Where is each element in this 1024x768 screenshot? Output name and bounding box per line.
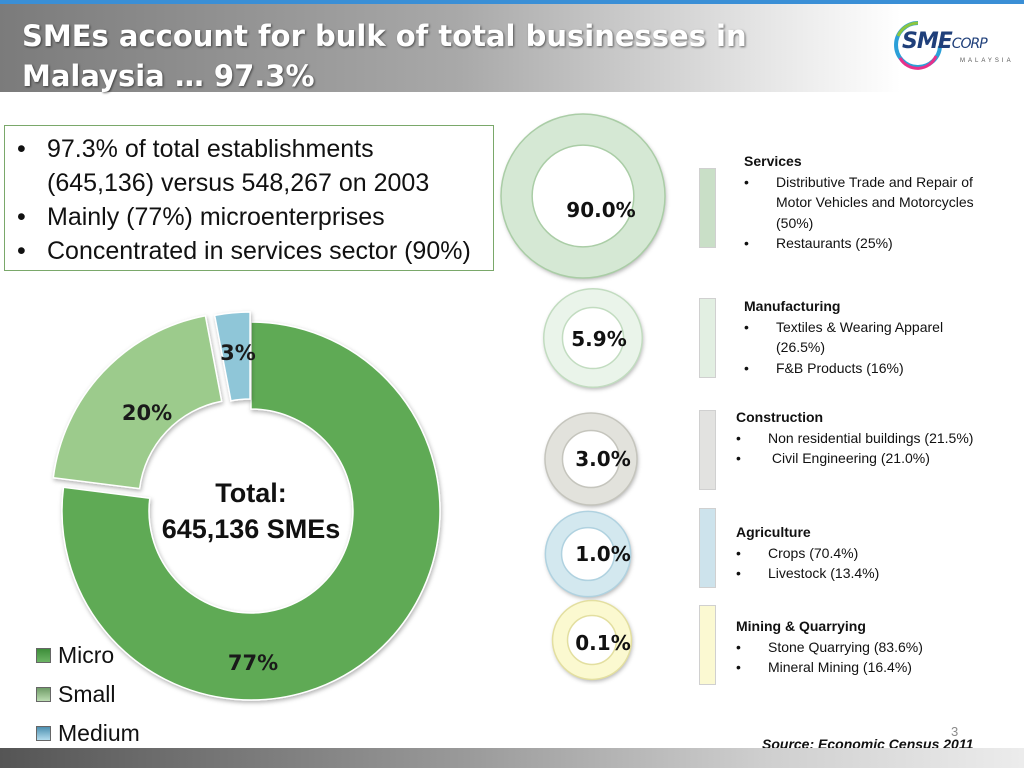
- sector-value-label: 3.0%: [575, 447, 630, 471]
- sector-ring-4: [552, 600, 632, 680]
- sector-ring-edge: [542, 287, 644, 389]
- sector-ring-hole: [560, 526, 616, 582]
- sector-mining: Mining & Quarrying • Stone Quarrying (83.…: [736, 616, 976, 678]
- donut-value-label: 77%: [228, 651, 278, 675]
- slide-title: SMEs account for bulk of total businesse…: [22, 16, 822, 96]
- bullet-item: (645,136) versus 548,267 on 2003: [47, 169, 430, 197]
- bottom-bar: [0, 748, 1024, 768]
- sector-ring-edge: [551, 599, 633, 681]
- logo-country: MALAYSIA: [960, 58, 1014, 64]
- sector-item: • Distributive Trade and Repair of Motor …: [744, 173, 974, 231]
- sector-ring-hole: [566, 614, 618, 666]
- sector-colorbar-mining: [699, 605, 716, 685]
- donut-slice-micro: [61, 321, 441, 701]
- sector-rings-chart: 90.0% 5.9% 3.0% 1.0% 0.1%: [500, 113, 666, 681]
- sector-ring-0: [501, 114, 666, 278]
- bullet-item: • Concentrated in services sector (90%): [17, 237, 471, 265]
- sector-item: • Livestock (13.4%): [736, 565, 880, 581]
- sector-manufacturing: Manufacturing • Textiles & Wearing Appare…: [744, 296, 994, 378]
- legend-item-medium: Medium: [36, 718, 140, 757]
- donut-value-label: 3%: [220, 341, 256, 365]
- sector-ring-hole: [561, 306, 625, 370]
- bullet-item: • Mainly (77%) microenterprises: [17, 203, 385, 231]
- page-number: 3: [951, 724, 959, 739]
- smecorp-logo: SMECORP MALAYSIA: [888, 18, 1011, 70]
- sector-ring-hole: [531, 144, 635, 248]
- logo-swirl-icon: [894, 21, 942, 70]
- sector-name: Agriculture: [736, 524, 811, 540]
- legend-item-micro: Micro: [36, 640, 140, 679]
- sector-colorbar-construction: [699, 410, 716, 490]
- sector-ring-2: [544, 412, 638, 506]
- donut-value-label: 20%: [122, 401, 172, 425]
- sector-value-label: 0.1%: [575, 631, 630, 655]
- title-line-1: SMEs account for bulk of total businesse…: [22, 19, 747, 53]
- title-bar: SMEs account for bulk of total businesse…: [0, 4, 1024, 93]
- donut-legend: Micro Small Medium: [36, 640, 140, 757]
- sector-item: • F&B Products (16%): [744, 359, 904, 376]
- sector-ring-1: [543, 288, 643, 388]
- donut-center-label: Total:: [215, 478, 286, 508]
- sector-value-label: 90.0%: [566, 198, 635, 222]
- sector-item: • Restaurants (25%): [744, 235, 893, 251]
- legend-swatch: [36, 726, 51, 741]
- sector-colorbar-services: [699, 168, 716, 248]
- sector-ring-edge: [544, 510, 632, 598]
- title-line-2: Malaysia … 97.3%: [22, 59, 315, 93]
- sector-name: Mining & Quarrying: [736, 618, 866, 634]
- summary-bullet-box: • 97.3% of total establishments (645,136)…: [4, 125, 494, 271]
- donut-slice-small: [52, 314, 223, 490]
- donut-center-label: 645,136 SMEs: [162, 514, 341, 544]
- sector-construction: Construction • Non residential buildings …: [736, 407, 976, 469]
- sector-item: • Crops (70.4%): [736, 544, 859, 561]
- sector-ring-3: [545, 511, 631, 597]
- sector-item: • Stone Quarrying (83.6%): [736, 638, 923, 655]
- sector-name: Manufacturing: [744, 298, 841, 314]
- sector-item: • Civil Engineering (21.0%): [736, 450, 930, 466]
- size-donut-chart: 77% 20% 3% Total: 645,136 SMEs: [52, 311, 441, 701]
- bullet-item: • 97.3% of total establishments: [17, 135, 374, 163]
- logo-wordmark: SMECORP: [902, 29, 988, 54]
- legend-swatch: [36, 648, 51, 663]
- sector-colorbar-agriculture: [699, 508, 716, 588]
- top-accent-stripe: [0, 0, 1024, 4]
- legend-swatch: [36, 687, 51, 702]
- sector-ring-edge: [500, 113, 666, 279]
- donut-slice-medium: [213, 311, 251, 402]
- sector-item: • Mineral Mining (16.4%): [736, 659, 912, 675]
- sector-ring-hole: [561, 429, 621, 489]
- sector-value-label: 1.0%: [575, 542, 630, 566]
- sector-name: Services: [744, 153, 802, 169]
- sector-item: • Textiles & Wearing Apparel (26.5%): [744, 318, 944, 356]
- sector-agriculture: Agriculture • Crops (70.4%) • Livestock (1…: [736, 522, 976, 584]
- sector-value-label: 5.9%: [571, 327, 626, 351]
- legend-item-small: Small: [36, 679, 140, 718]
- sector-colorbar-manufacturing: [699, 298, 716, 378]
- sector-name: Construction: [736, 409, 824, 425]
- sector-item: • Non residential buildings (21.5%): [736, 429, 974, 446]
- sector-services: Services • Distributive Trade and Repair …: [744, 151, 994, 254]
- sector-ring-edge: [544, 412, 638, 506]
